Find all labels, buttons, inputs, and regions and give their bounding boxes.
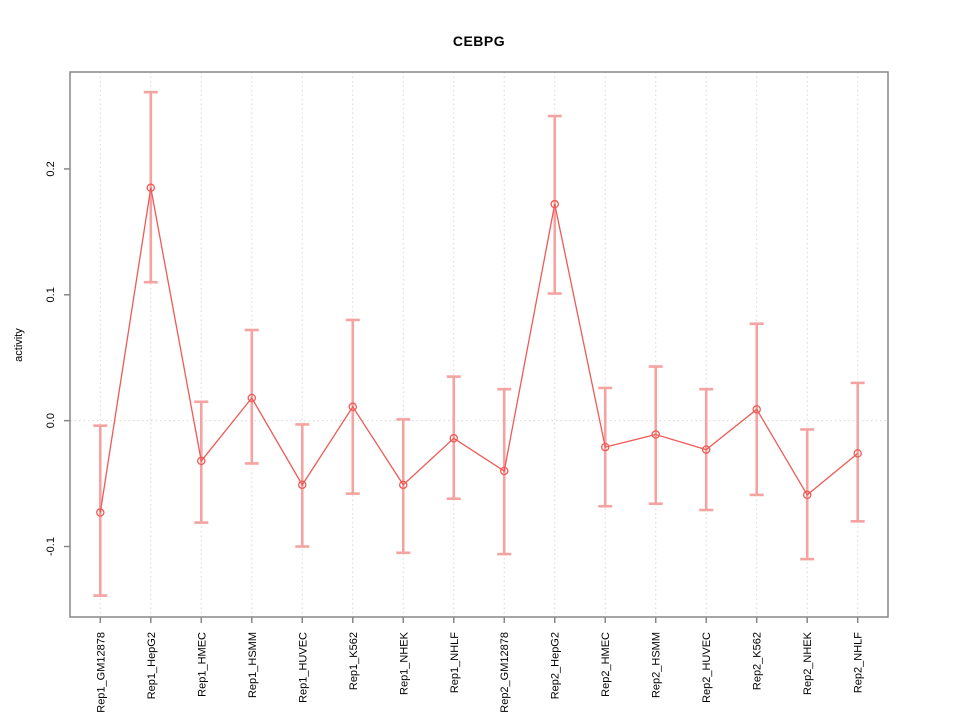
x-tick-label: Rep1_GM12878: [95, 632, 107, 713]
x-tick-label: Rep2_K562: [752, 632, 764, 690]
data-point: [600, 442, 610, 452]
plot-frame: [69, 71, 889, 618]
x-tick-label: Rep2_HUVEC: [701, 632, 713, 703]
x-tick-label: Rep2_HSMM: [651, 632, 663, 698]
x-tick-label: Rep2_GM12878: [499, 632, 511, 713]
x-tick-label: Rep1_HUVEC: [297, 632, 309, 703]
x-tick-label: Rep1_K562: [348, 632, 360, 690]
x-tick-label: Rep1_NHEK: [398, 631, 410, 695]
data-point: [298, 480, 307, 490]
x-tick-label: Rep1_HSMM: [247, 632, 259, 698]
x-tick-label: Rep1_HepG2: [146, 632, 158, 699]
series-line: [99, 187, 859, 513]
x-tick-label: Rep2_HMEC: [600, 632, 612, 697]
y-tick-label: -0.1: [45, 537, 57, 556]
data-point: [802, 490, 812, 500]
x-tick-label: Rep2_NHEK: [802, 631, 814, 695]
y-axis-label: activity: [8, 72, 30, 617]
data-point: [449, 434, 459, 443]
data-point: [197, 456, 206, 466]
chart-title: CEBPG: [452, 33, 506, 49]
y-tick-label: 0.1: [45, 287, 57, 302]
data-point: [96, 508, 105, 517]
x-tick-label: Rep1_HMEC: [196, 632, 208, 697]
y-tick-label: 0.0: [45, 413, 57, 428]
x-tick-label: Rep1_NHLF: [449, 632, 461, 693]
data-point: [348, 402, 358, 412]
x-tick-label: Rep2_HepG2: [550, 632, 562, 699]
data-point: [550, 199, 559, 209]
data-point: [853, 449, 862, 458]
data-point: [499, 466, 509, 476]
data-point: [399, 480, 408, 490]
data-point: [752, 405, 761, 414]
data-point: [146, 183, 156, 193]
x-tick-label: Rep2_NHLF: [853, 632, 865, 693]
data-point: [247, 393, 257, 403]
data-point: [651, 430, 660, 439]
y-tick-label: 0.2: [45, 161, 57, 176]
data-point: [701, 445, 711, 454]
y-axis-label-text: activity: [13, 327, 25, 362]
